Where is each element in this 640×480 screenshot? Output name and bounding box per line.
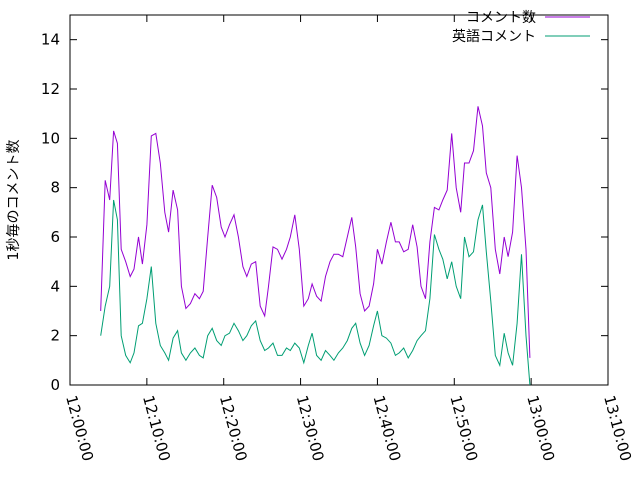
x-tick-label: 12:20:00 [216, 393, 251, 463]
legend-label-1: コメント数 [466, 10, 536, 26]
plot-area-border [69, 14, 609, 386]
plot-frame [69, 14, 609, 386]
y-tick-label: 4 [50, 277, 60, 295]
series-line-2 [100, 199, 531, 386]
y-axis: 0 2 4 6 8 10 12 14 [41, 31, 608, 394]
x-tick-label: 13:10:00 [600, 393, 635, 463]
y-tick-label: 14 [41, 31, 60, 49]
y-tick-label: 2 [50, 327, 60, 345]
y-tick-label: 8 [50, 179, 60, 197]
y-tick-label: 10 [41, 129, 60, 147]
x-tick-label: 12:00:00 [62, 393, 97, 463]
x-tick-label: 12:50:00 [446, 393, 481, 463]
series-layer [100, 106, 531, 386]
x-axis: 12:00:00 12:10:00 12:20:00 12:30:00 12:40:00… [62, 15, 635, 463]
x-tick-label: 12:10:00 [139, 393, 174, 463]
y-tick-label: 6 [50, 228, 60, 246]
x-tick-label: 12:30:00 [293, 393, 328, 463]
y-axis-label: 1秒毎のコメント数 [6, 140, 22, 261]
series-line-1 [100, 106, 531, 358]
y-tick-label: 0 [50, 376, 60, 394]
legend-label-2: 英語コメント [452, 28, 536, 45]
y-tick-label: 12 [41, 80, 60, 98]
x-tick-label: 13:00:00 [523, 393, 558, 463]
x-tick-label: 12:40:00 [370, 393, 405, 463]
